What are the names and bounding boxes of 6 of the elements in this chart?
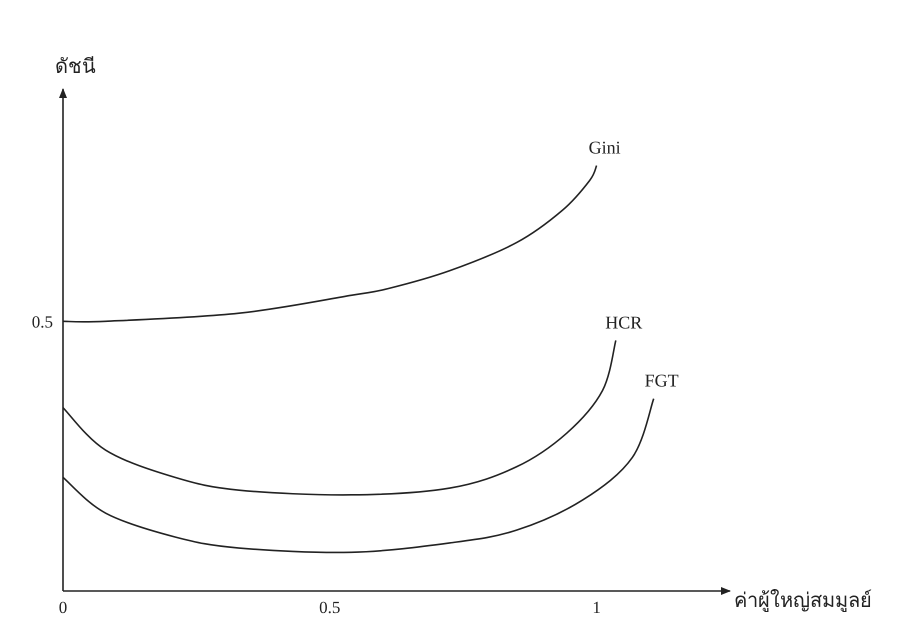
x-tick-label: 0.5 bbox=[319, 598, 340, 617]
x-tick-label: 1 bbox=[592, 598, 601, 617]
annotation: 0.5 bbox=[32, 312, 53, 332]
ylabel: ดัชนี bbox=[55, 54, 96, 78]
x-tick-label: 0 bbox=[58, 598, 68, 617]
xlabel: ค่าผู้ใหญ่สมมูลย์ bbox=[734, 588, 872, 612]
